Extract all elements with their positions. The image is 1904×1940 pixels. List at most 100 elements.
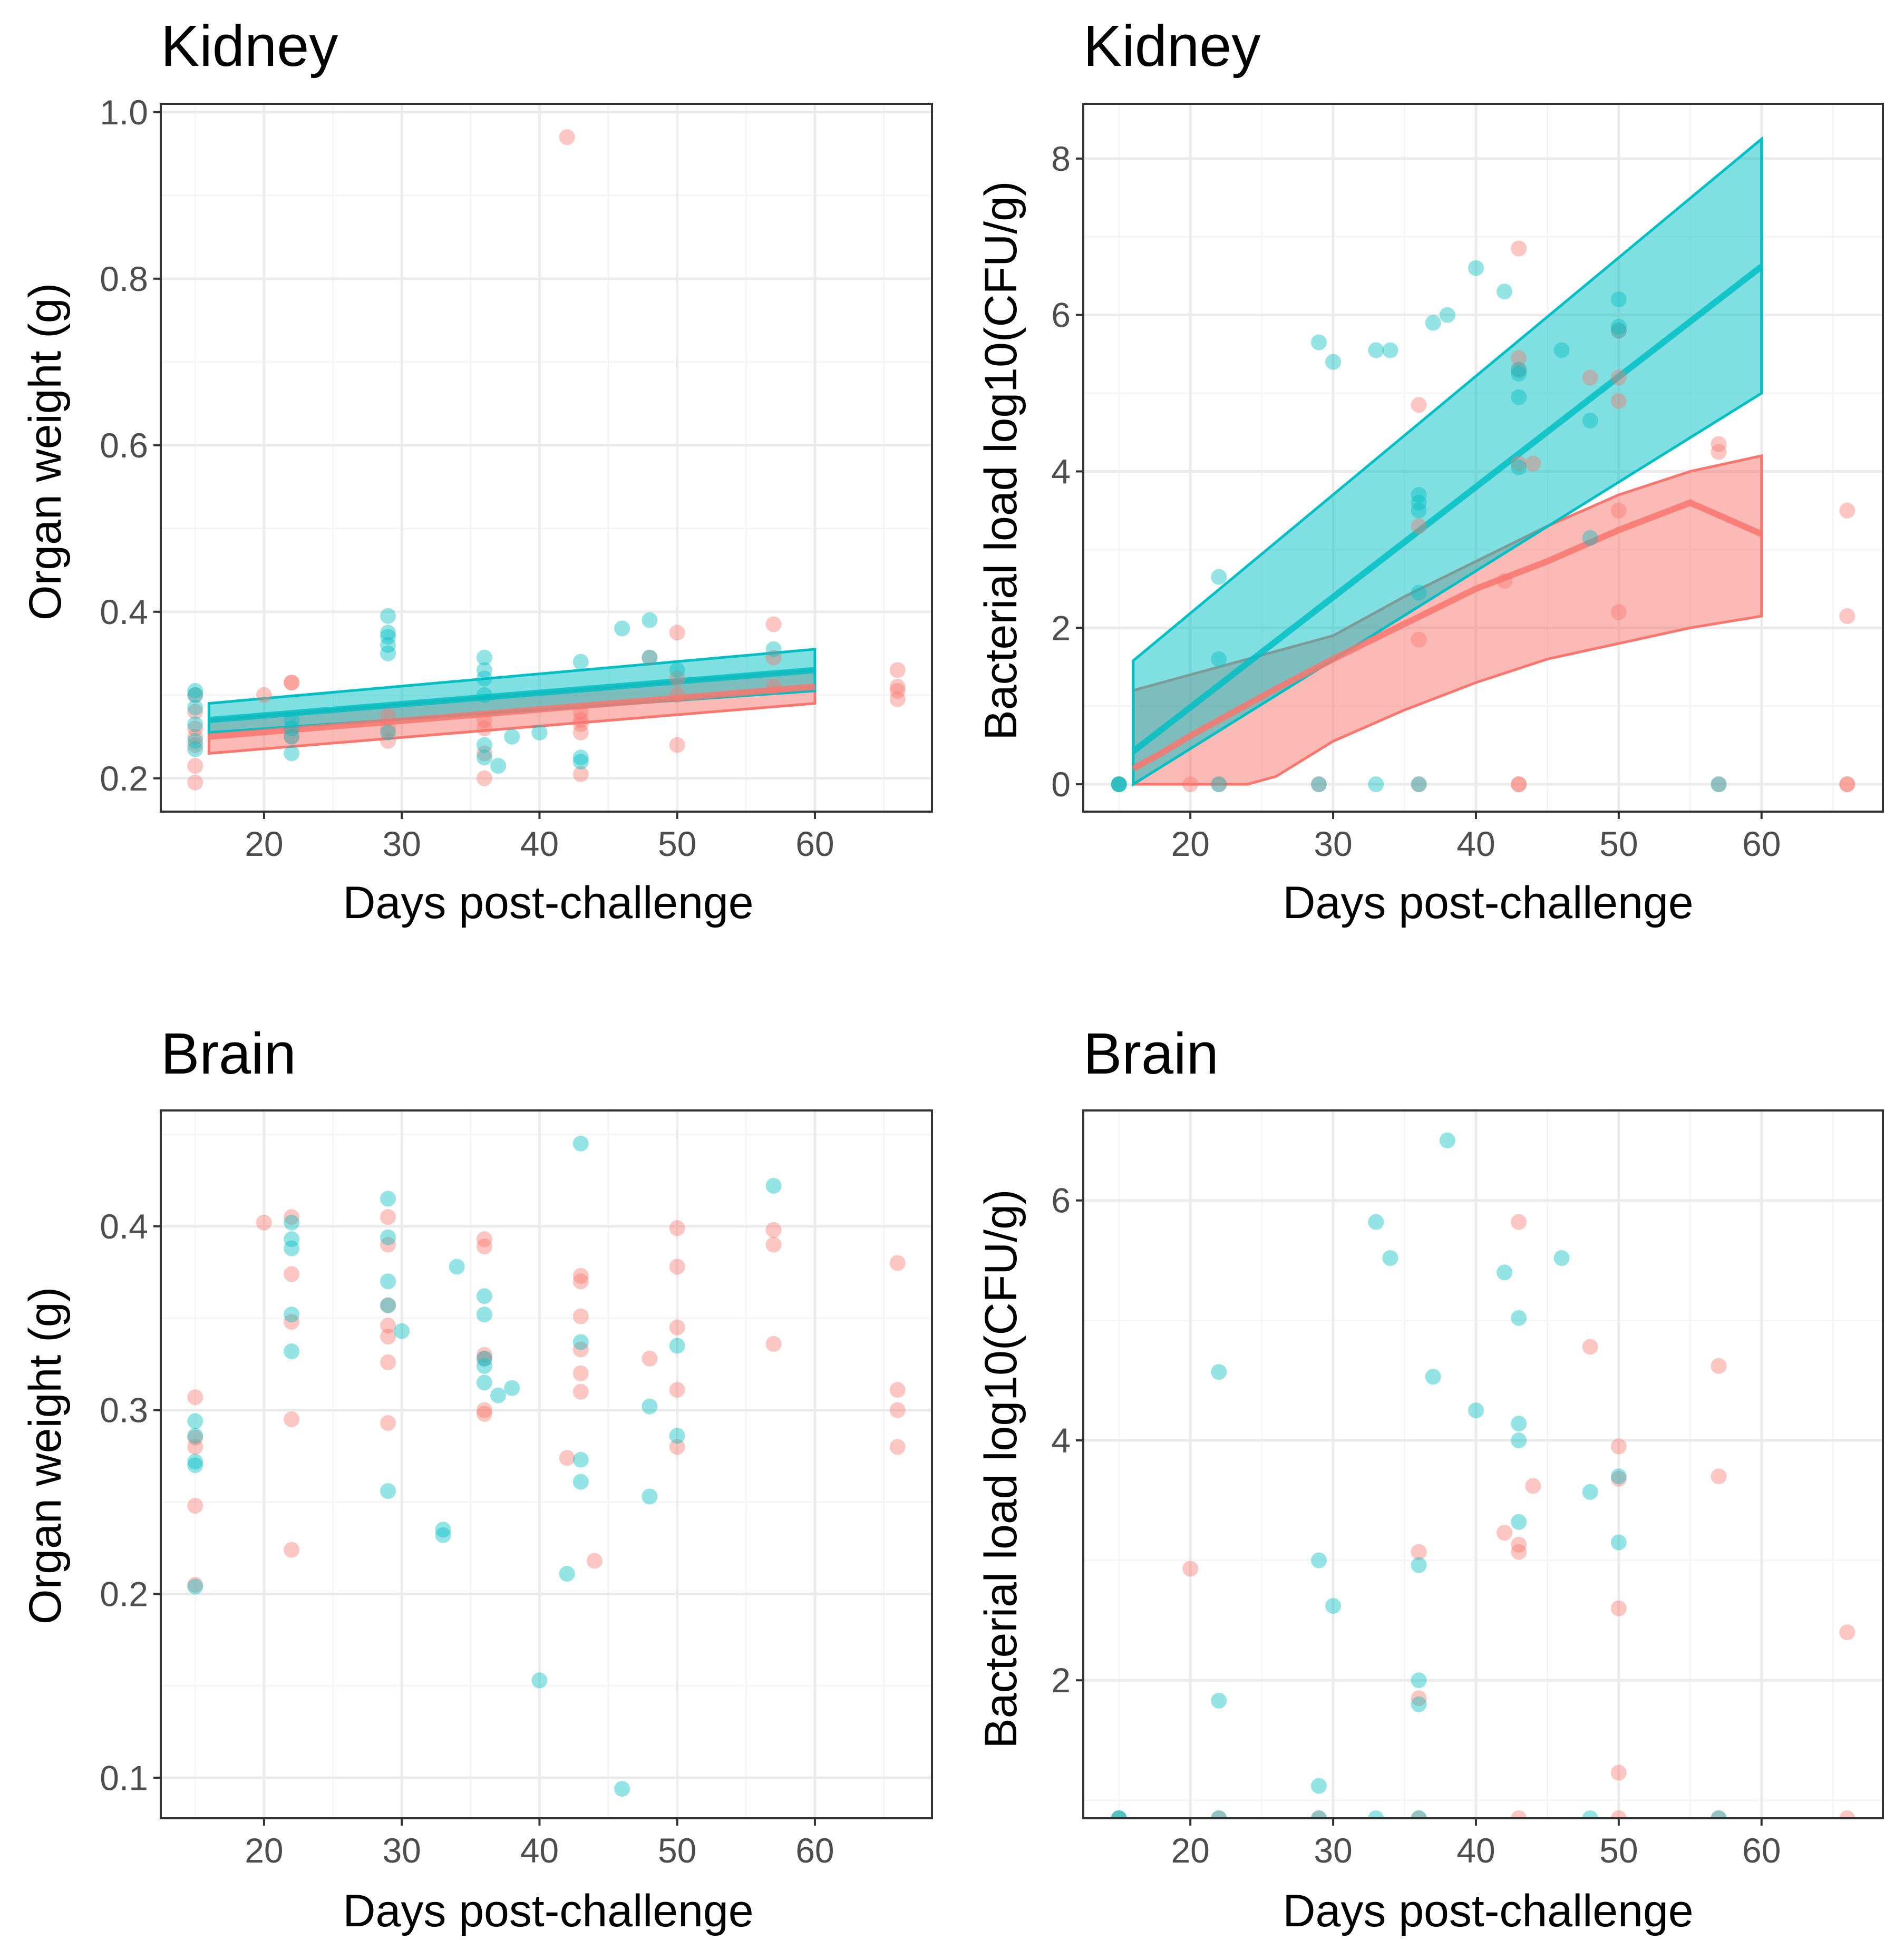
red-data-point xyxy=(380,733,396,749)
red-data-point xyxy=(669,1220,685,1236)
red-fit-line xyxy=(1131,499,1763,772)
y-tick-label: 0.8 xyxy=(100,259,148,298)
teal-data-point xyxy=(1511,1416,1527,1432)
teal-data-point xyxy=(284,1343,300,1359)
teal-data-point xyxy=(284,728,300,745)
red-data-point xyxy=(187,704,203,720)
red-data-point xyxy=(284,1209,300,1225)
y-axis-title: Organ weight (g) xyxy=(20,283,71,621)
red-data-point xyxy=(284,1266,300,1282)
x-tick-label: 60 xyxy=(795,824,834,863)
teal-data-point xyxy=(1511,366,1527,382)
teal-data-point xyxy=(476,1288,492,1304)
red-data-point xyxy=(572,716,589,733)
y-tick-label: 0.6 xyxy=(100,426,148,465)
red-data-point xyxy=(380,1318,396,1334)
red-data-point xyxy=(1182,776,1199,793)
red-data-point xyxy=(187,737,203,753)
teal-data-point xyxy=(1311,1810,1327,1818)
teal-data-point xyxy=(476,1307,492,1323)
y-tick-label: 4 xyxy=(1051,1421,1071,1460)
red-data-point xyxy=(1610,1764,1627,1781)
red-data-point xyxy=(889,1382,906,1398)
red-data-point xyxy=(1711,776,1727,793)
teal-data-point xyxy=(490,1387,507,1403)
red-data-point xyxy=(1839,502,1856,519)
teal-confidence-ribbon xyxy=(1132,136,1763,787)
teal-data-point xyxy=(1610,291,1627,307)
teal-data-point xyxy=(669,1338,685,1354)
teal-data-point xyxy=(531,1672,548,1689)
teal-data-point xyxy=(1610,323,1627,339)
teal-data-point xyxy=(284,1307,300,1323)
y-tick-label: 2 xyxy=(1051,1661,1071,1700)
teal-data-point xyxy=(187,699,203,716)
red-data-point xyxy=(765,649,782,666)
red-data-point xyxy=(889,679,906,695)
red-data-point xyxy=(572,724,589,740)
teal-fit-line xyxy=(1131,264,1764,754)
x-tick-label: 40 xyxy=(520,1831,559,1870)
red-data-point xyxy=(476,1347,492,1363)
x-tick-label: 30 xyxy=(1314,824,1352,863)
red-data-point xyxy=(256,687,272,703)
plot-marks xyxy=(1111,136,1856,793)
teal-data-point xyxy=(187,1428,203,1444)
teal-data-point xyxy=(572,1451,589,1468)
y-tick-label: 6 xyxy=(1051,296,1071,335)
teal-data-point xyxy=(1468,1402,1484,1419)
teal-data-point xyxy=(1439,1132,1455,1148)
teal-data-point xyxy=(1610,1534,1627,1551)
red-data-point xyxy=(476,1350,492,1367)
teal-data-point xyxy=(187,741,203,757)
red-data-point xyxy=(669,625,685,641)
x-tick-label: 20 xyxy=(245,824,283,863)
y-tick-label: 0.4 xyxy=(100,1207,148,1246)
x-tick-label: 50 xyxy=(1599,1831,1638,1870)
red-data-point xyxy=(765,616,782,632)
panel-title: Brain xyxy=(161,1021,296,1086)
red-data-point xyxy=(765,1336,782,1352)
panel-kidney-bacterial-load: Kidney 20 30 40 50 60 0 2 4 6 8 Days post-challen… xyxy=(976,14,1884,928)
red-data-point xyxy=(765,679,782,695)
red-data-point xyxy=(572,1308,589,1324)
x-axis-title: Days post-challenge xyxy=(1283,1886,1693,1936)
teal-data-point xyxy=(1325,1598,1342,1614)
red-data-point xyxy=(642,1350,658,1367)
y-tick-label: 2 xyxy=(1051,608,1071,647)
red-data-point xyxy=(187,758,203,774)
teal-data-point xyxy=(1111,776,1127,793)
panel-border xyxy=(160,103,933,813)
red-data-point xyxy=(1610,1600,1627,1616)
teal-data-point xyxy=(284,1231,300,1247)
teal-data-point xyxy=(1211,776,1227,793)
teal-data-point xyxy=(1411,776,1427,793)
x-tick-label: 50 xyxy=(1599,824,1638,863)
teal-data-point xyxy=(187,1413,203,1429)
red-data-point xyxy=(889,1255,906,1271)
red-data-point xyxy=(765,1236,782,1253)
red-data-point xyxy=(1111,776,1127,793)
teal-data-point xyxy=(380,637,396,653)
red-data-point xyxy=(476,1231,492,1247)
teal-data-point xyxy=(476,1374,492,1391)
teal-data-point xyxy=(476,1358,492,1374)
red-data-point xyxy=(1711,1810,1727,1818)
teal-data-point xyxy=(476,662,492,678)
red-data-point xyxy=(1411,776,1427,793)
teal-data-point xyxy=(284,1214,300,1231)
teal-data-point xyxy=(1368,1810,1384,1818)
teal-data-point xyxy=(1582,1484,1598,1500)
red-data-point xyxy=(284,728,300,745)
red-data-point xyxy=(765,1222,782,1238)
teal-data-point xyxy=(1325,354,1342,370)
red-data-point xyxy=(1411,1690,1427,1707)
teal-data-point xyxy=(504,728,520,745)
teal-data-point xyxy=(1311,1778,1327,1794)
plot-marks xyxy=(187,129,906,791)
y-tick-label: 0.2 xyxy=(100,1574,148,1613)
red-data-point xyxy=(187,774,203,791)
red-data-point xyxy=(380,1297,396,1313)
teal-data-point xyxy=(380,1273,396,1290)
